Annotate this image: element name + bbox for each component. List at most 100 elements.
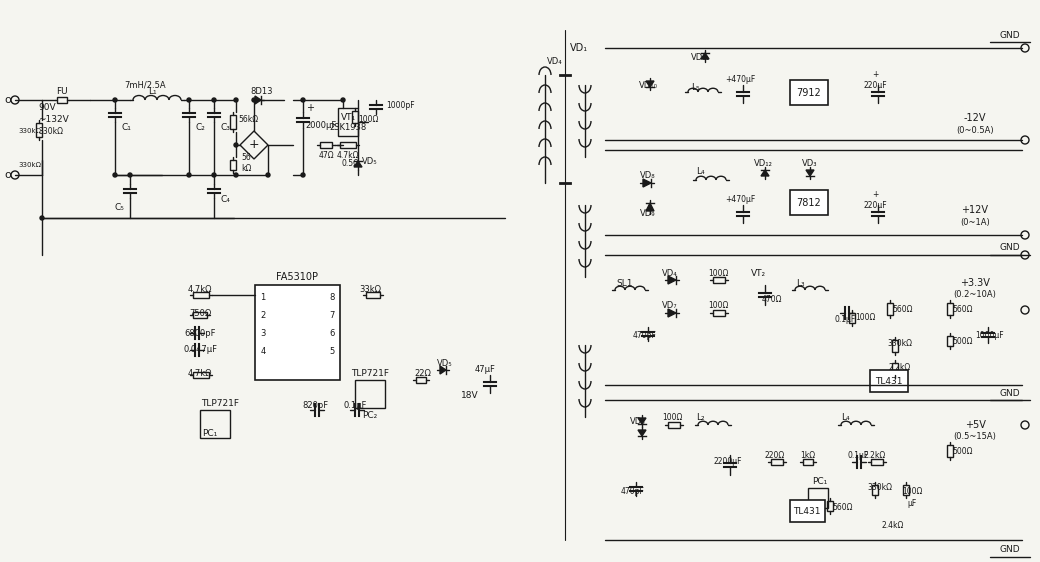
Circle shape	[113, 98, 116, 102]
Text: PC₂: PC₂	[362, 410, 378, 419]
Text: FU: FU	[56, 88, 68, 97]
Text: +
220μF: + 220μF	[863, 70, 887, 90]
Text: o: o	[4, 95, 11, 105]
Text: VD₁: VD₁	[570, 43, 589, 53]
Text: GND: GND	[999, 546, 1020, 555]
Text: +: +	[249, 138, 259, 152]
Polygon shape	[638, 430, 646, 436]
Text: 2200μF: 2200μF	[713, 457, 743, 466]
Text: VD₄: VD₄	[662, 269, 678, 278]
Text: 47Ω: 47Ω	[318, 151, 334, 160]
Bar	[790, 80, 828, 105]
Polygon shape	[638, 418, 646, 424]
Bar	[200, 410, 230, 438]
Text: μF: μF	[907, 500, 916, 509]
Text: 5: 5	[330, 347, 335, 356]
Bar	[352, 111, 358, 123]
Polygon shape	[646, 203, 654, 211]
Text: (0.2~10A): (0.2~10A)	[954, 291, 996, 300]
Text: 7812: 7812	[797, 198, 822, 208]
Text: 7: 7	[330, 310, 335, 320]
Text: 330kΩ: 330kΩ	[867, 483, 892, 492]
Circle shape	[301, 98, 305, 102]
Bar	[36, 123, 42, 137]
Text: 330kΩ: 330kΩ	[19, 128, 42, 134]
Text: 0.1μF: 0.1μF	[343, 401, 367, 410]
Bar	[255, 285, 340, 380]
Text: 750Ω: 750Ω	[189, 309, 211, 318]
Text: C₄: C₄	[220, 196, 230, 205]
Circle shape	[128, 173, 132, 177]
Text: 33kΩ: 33kΩ	[359, 285, 381, 294]
Circle shape	[212, 98, 216, 102]
Polygon shape	[668, 309, 676, 317]
Text: 100Ω: 100Ω	[661, 414, 682, 423]
Text: 6: 6	[330, 329, 335, 338]
Text: -12V: -12V	[964, 113, 986, 123]
Bar	[790, 190, 828, 215]
Text: 0.1μF: 0.1μF	[848, 451, 868, 460]
Text: VD₆: VD₆	[630, 418, 646, 427]
Text: 0.1μF: 0.1μF	[834, 315, 856, 324]
Text: 560Ω: 560Ω	[833, 504, 853, 513]
Text: 220Ω: 220Ω	[764, 451, 785, 460]
Bar	[355, 380, 385, 408]
Text: TLP721F: TLP721F	[352, 369, 389, 378]
Polygon shape	[354, 161, 362, 167]
Text: 100Ω: 100Ω	[708, 269, 728, 278]
Bar	[193, 312, 207, 318]
Text: 560Ω: 560Ω	[953, 305, 973, 314]
Text: L₂: L₂	[696, 414, 704, 423]
Bar	[892, 340, 898, 352]
Text: ~132V: ~132V	[38, 116, 69, 125]
Text: 100Ω: 100Ω	[708, 301, 728, 310]
Text: VT₁: VT₁	[340, 114, 356, 123]
Bar	[947, 303, 953, 315]
Text: 22Ω: 22Ω	[415, 369, 432, 378]
Bar	[903, 485, 909, 495]
Text: 18V: 18V	[461, 391, 478, 400]
Text: TL431: TL431	[876, 377, 903, 386]
Text: C₅: C₅	[114, 203, 124, 212]
Text: PC₁: PC₁	[812, 478, 828, 487]
Circle shape	[266, 173, 270, 177]
Text: 56
kΩ: 56 kΩ	[241, 153, 252, 173]
Text: 500Ω: 500Ω	[953, 337, 973, 346]
Polygon shape	[440, 366, 446, 374]
Text: C₃: C₃	[220, 123, 230, 132]
Text: VD₁₀: VD₁₀	[639, 80, 657, 89]
Text: 100Ω: 100Ω	[902, 487, 922, 496]
Text: 4.7kΩ: 4.7kΩ	[188, 369, 212, 378]
Text: 330kΩ: 330kΩ	[19, 162, 42, 168]
Text: VD₇: VD₇	[662, 301, 678, 310]
Text: 100Ω: 100Ω	[855, 312, 876, 321]
Text: 8: 8	[330, 292, 335, 301]
Bar	[230, 160, 236, 170]
Text: 500Ω: 500Ω	[953, 447, 973, 456]
Text: +470μF: +470μF	[725, 75, 755, 84]
Text: 560Ω: 560Ω	[892, 305, 913, 314]
Text: 3: 3	[260, 329, 265, 338]
Circle shape	[40, 216, 44, 220]
Text: 0.5Ω: 0.5Ω	[341, 158, 359, 167]
Bar	[416, 377, 426, 383]
Bar	[366, 292, 380, 298]
Text: 100Ω: 100Ω	[358, 116, 379, 125]
Text: 8D13: 8D13	[251, 88, 274, 97]
Text: L₃: L₃	[796, 279, 804, 288]
Bar	[320, 142, 332, 148]
Bar	[713, 277, 725, 283]
Text: 1kΩ: 1kΩ	[801, 451, 815, 460]
Circle shape	[301, 173, 305, 177]
Text: 470Ω: 470Ω	[762, 296, 782, 305]
Bar	[193, 372, 209, 378]
Text: C₂: C₂	[196, 123, 205, 132]
Polygon shape	[643, 179, 651, 187]
Text: GND: GND	[999, 243, 1020, 252]
Bar	[230, 115, 236, 129]
Text: 7mH/2.5A: 7mH/2.5A	[124, 80, 165, 89]
Text: 4: 4	[260, 347, 265, 356]
Text: L₄: L₄	[696, 167, 704, 176]
Text: +470μF: +470μF	[725, 196, 755, 205]
Circle shape	[234, 173, 238, 177]
